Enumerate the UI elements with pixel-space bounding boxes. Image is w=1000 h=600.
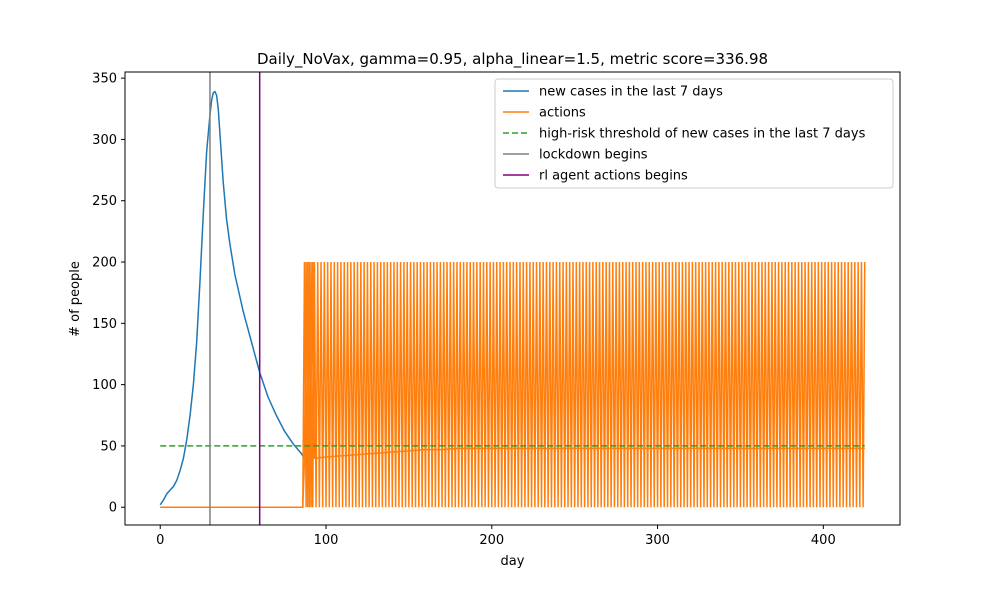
y-tick-label: 200 (92, 256, 117, 271)
legend-box (494, 78, 894, 189)
legend-label-high-risk-threshold-of-new-cases-in-the-last-7-days: high-risk threshold of new cases in the … (539, 127, 866, 142)
x-tick-label: 0 (156, 533, 164, 548)
legend: new cases in the last 7 days actions high-… (494, 78, 894, 189)
series-new-cases-in-the-last-7-days-line (159, 90, 306, 506)
y-axis: 0 50 100 150 200 250 300 350 (92, 72, 125, 516)
x-tick-label: 100 (314, 533, 339, 548)
x-axis: 0 100 200 300 400 (156, 525, 836, 548)
series-actions-line (160, 262, 865, 508)
x-tick-label: 300 (645, 533, 670, 548)
x-tick-label: 200 (479, 533, 504, 548)
legend-label-new-cases-in-the-last-7-days: new cases in the last 7 days (539, 85, 723, 100)
legend-label-rl-agent-actions-begins: rl agent actions begins (539, 169, 688, 184)
y-tick-label: 100 (92, 378, 117, 393)
x-axis-label: day (501, 554, 525, 569)
series-actions-oscillation (160, 262, 866, 508)
legend-label-lockdown-begins: lockdown begins (539, 148, 648, 163)
y-tick-label: 150 (92, 317, 117, 332)
y-tick-label: 50 (100, 439, 117, 454)
chart-title: Daily_NoVax, gamma=0.95, alpha_linear=1.… (257, 50, 768, 69)
y-tick-label: 250 (92, 194, 117, 209)
axes-frame (124, 71, 901, 526)
y-tick-label: 350 (92, 72, 117, 87)
legend-label-actions: actions (539, 106, 586, 121)
y-tick-label: 0 (109, 501, 117, 516)
plot-area (159, 72, 866, 525)
x-tick-label: 400 (811, 533, 836, 548)
y-axis-label: # of people (68, 261, 83, 337)
y-tick-label: 300 (92, 133, 117, 148)
